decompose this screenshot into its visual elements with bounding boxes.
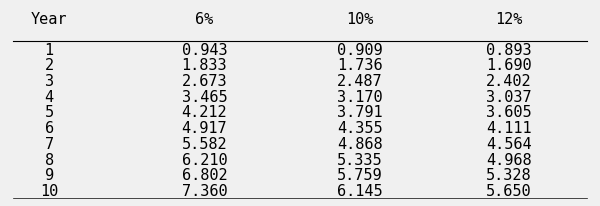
Text: 4.868: 4.868: [337, 136, 383, 151]
Text: 1.833: 1.833: [182, 58, 227, 73]
Text: 10%: 10%: [346, 12, 373, 27]
Text: 3.170: 3.170: [337, 89, 383, 104]
Text: 6.802: 6.802: [182, 168, 227, 183]
Text: 6: 6: [44, 121, 54, 136]
Text: 12%: 12%: [496, 12, 523, 27]
Text: 2.487: 2.487: [337, 74, 383, 89]
Text: 5.650: 5.650: [486, 183, 532, 198]
Text: 1: 1: [44, 42, 54, 57]
Text: 4.564: 4.564: [486, 136, 532, 151]
Text: 2: 2: [44, 58, 54, 73]
Text: 8: 8: [44, 152, 54, 167]
Text: 3.791: 3.791: [337, 105, 383, 120]
Text: 10: 10: [40, 183, 58, 198]
Text: 6.145: 6.145: [337, 183, 383, 198]
Text: 4.111: 4.111: [486, 121, 532, 136]
Text: 4.355: 4.355: [337, 121, 383, 136]
Text: 4: 4: [44, 89, 54, 104]
Text: 3.465: 3.465: [182, 89, 227, 104]
Text: 7.360: 7.360: [182, 183, 227, 198]
Text: 3.037: 3.037: [486, 89, 532, 104]
Text: 0.943: 0.943: [182, 42, 227, 57]
Text: 3.605: 3.605: [486, 105, 532, 120]
Text: 5.328: 5.328: [486, 168, 532, 183]
Text: 4.917: 4.917: [182, 121, 227, 136]
Text: 5: 5: [44, 105, 54, 120]
Text: 5.582: 5.582: [182, 136, 227, 151]
Text: 9: 9: [44, 168, 54, 183]
Text: 5.335: 5.335: [337, 152, 383, 167]
Text: 6%: 6%: [196, 12, 214, 27]
Text: 2.673: 2.673: [182, 74, 227, 89]
Text: 4.968: 4.968: [486, 152, 532, 167]
Text: 5.759: 5.759: [337, 168, 383, 183]
Text: 0.909: 0.909: [337, 42, 383, 57]
Text: Year: Year: [31, 12, 67, 27]
Text: 1.690: 1.690: [486, 58, 532, 73]
Text: 6.210: 6.210: [182, 152, 227, 167]
Text: 1.736: 1.736: [337, 58, 383, 73]
Text: 0.893: 0.893: [486, 42, 532, 57]
Text: 3: 3: [44, 74, 54, 89]
Text: 2.402: 2.402: [486, 74, 532, 89]
Text: 7: 7: [44, 136, 54, 151]
Text: 4.212: 4.212: [182, 105, 227, 120]
